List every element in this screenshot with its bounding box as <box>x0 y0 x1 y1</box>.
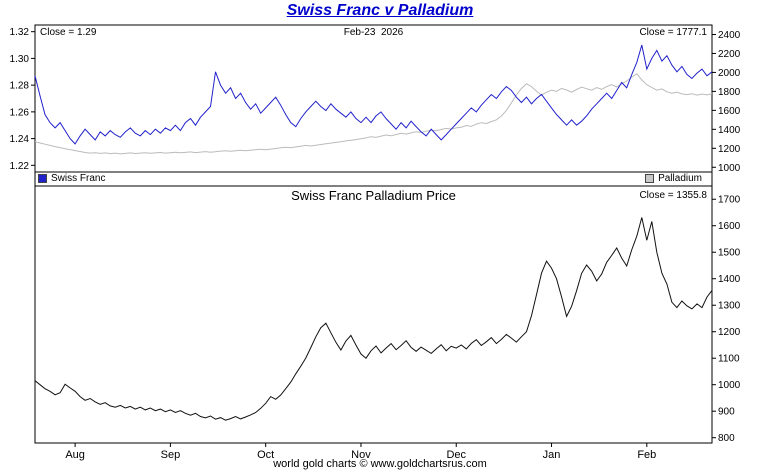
price-axis-tick-label: 900 <box>718 407 735 418</box>
palladium-axis-tick-label: 1600 <box>718 106 741 117</box>
legend-palladium-label: Palladium <box>658 173 702 184</box>
footer-credit: world gold charts © www.goldchartsrus.co… <box>273 458 487 470</box>
price-axis-tick-label: 1700 <box>718 195 741 206</box>
price-close-label: Close = 1355.8 <box>639 190 707 201</box>
swiss-franc-axis-tick-label: 1.28 <box>10 81 30 92</box>
palladium-axis-tick-label: 2400 <box>718 30 741 41</box>
price-axis-tick-label: 800 <box>718 433 735 444</box>
legend-swiss-franc-label: Swiss Franc <box>51 173 106 184</box>
chf-palladium-price-line <box>34 217 713 421</box>
price-axis-tick-label: 1000 <box>718 380 741 391</box>
legend-swiss-franc: Swiss Franc <box>38 173 105 184</box>
palladium-close-label: Close = 1777.1 <box>639 27 707 38</box>
palladium-axis-tick-label: 1200 <box>718 144 741 155</box>
swiss-franc-close-label: Close = 1.29 <box>40 27 97 38</box>
x-axis-month-label: Dec <box>446 449 466 461</box>
swiss-franc-axis-tick-label: 1.32 <box>10 27 30 38</box>
palladium-swatch <box>645 174 655 183</box>
price-axis-tick-label: 1300 <box>718 301 741 312</box>
price-axis-tick-label: 1400 <box>718 274 741 285</box>
palladium-axis-tick-label: 1000 <box>718 163 741 174</box>
x-axis-month-label: Feb <box>637 449 656 461</box>
x-axis-month-label: Oct <box>257 449 274 461</box>
palladium-axis-tick-label: 2000 <box>718 68 741 79</box>
chart-date-label: Feb-23 2026 <box>343 27 404 38</box>
chart-title: Swiss Franc v Palladium <box>286 2 474 19</box>
swiss-franc-axis-tick-label: 1.30 <box>10 54 30 65</box>
swiss-franc-swatch <box>38 174 47 183</box>
swiss-franc-axis-tick-label: 1.26 <box>10 107 30 118</box>
legend-palladium: Palladium <box>645 173 702 184</box>
bottom-chart-title: Swiss Franc Palladium Price <box>291 188 456 203</box>
x-axis-month-label: Sep <box>161 449 181 461</box>
price-axis-tick-label: 1100 <box>718 354 740 365</box>
x-axis-month-label: Aug <box>65 449 85 461</box>
price-axis-tick-label: 1500 <box>718 248 741 259</box>
x-axis-month-label: Nov <box>351 449 371 461</box>
palladium-axis-tick-label: 1400 <box>718 125 741 136</box>
top-panel-border <box>34 24 713 173</box>
palladium-axis-tick-label: 1800 <box>718 87 741 98</box>
palladium-axis-tick-label: 2200 <box>718 49 741 60</box>
swiss-franc-line <box>34 44 713 145</box>
price-axis-tick-label: 1200 <box>718 327 741 338</box>
swiss-franc-axis-tick-label: 1.24 <box>10 134 30 145</box>
palladium-line <box>34 73 713 155</box>
swiss-franc-axis-tick-label: 1.22 <box>10 161 30 172</box>
price-axis-tick-label: 1600 <box>718 221 741 232</box>
x-axis-month-label: Jan <box>543 449 561 461</box>
bottom-panel-border <box>34 185 713 444</box>
